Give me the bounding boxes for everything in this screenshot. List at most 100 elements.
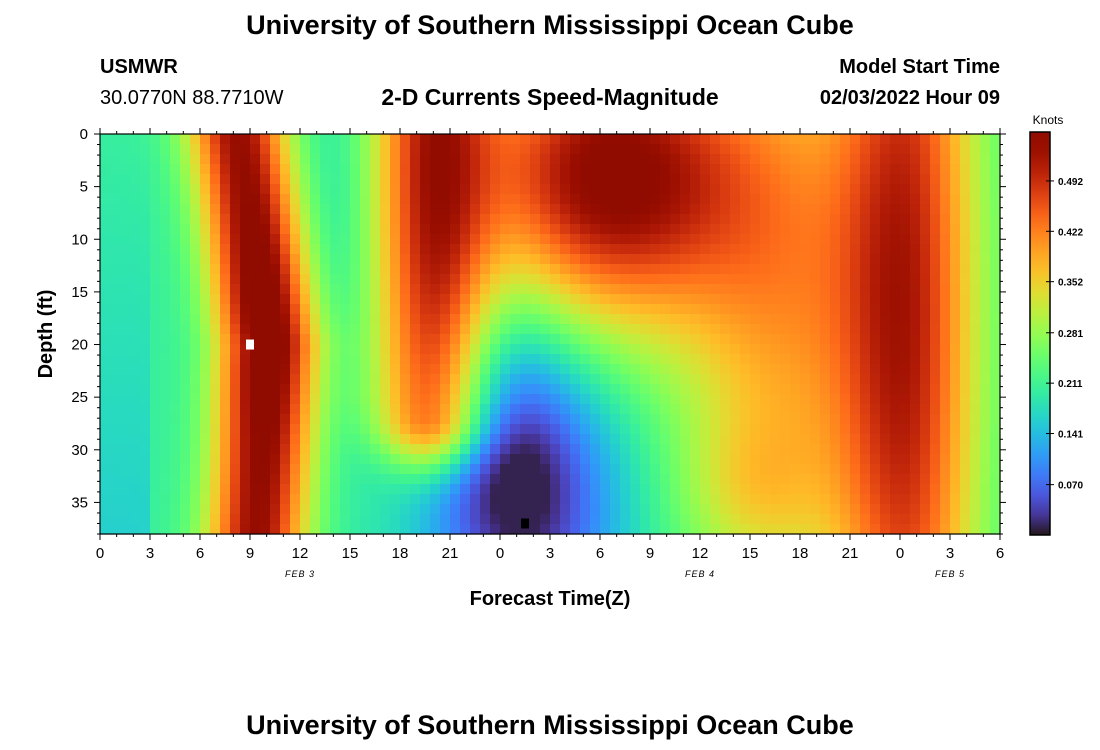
- heatmap-cell: [870, 454, 881, 465]
- heatmap-cell: [980, 304, 991, 315]
- heatmap-cell: [170, 514, 181, 525]
- heatmap-cell: [750, 224, 761, 235]
- heatmap-cell: [850, 174, 861, 185]
- heatmap-cell: [830, 444, 841, 455]
- heatmap-cell: [230, 344, 241, 355]
- heatmap-cell: [860, 324, 871, 335]
- heatmap-cell: [970, 224, 981, 235]
- heatmap-cell: [120, 484, 131, 495]
- heatmap-cell: [590, 474, 601, 485]
- heatmap-cell: [770, 344, 781, 355]
- heatmap-cell: [590, 454, 601, 465]
- heatmap-cell: [910, 294, 921, 305]
- heatmap-cell: [100, 244, 111, 255]
- heatmap-cell: [550, 304, 561, 315]
- heatmap-cell: [320, 374, 331, 385]
- heatmap-cell: [330, 194, 341, 205]
- heatmap-cell: [260, 294, 271, 305]
- heatmap-cell: [450, 334, 461, 345]
- heatmap-cell: [560, 384, 571, 395]
- heatmap-cell: [380, 494, 391, 505]
- heatmap-cell: [860, 134, 871, 145]
- x-tick-label: 21: [442, 545, 459, 562]
- heatmap-cell: [340, 504, 351, 515]
- heatmap-cell: [640, 524, 651, 535]
- heatmap-cell: [830, 394, 841, 405]
- heatmap-cell: [220, 504, 231, 515]
- heatmap-cell: [610, 234, 621, 245]
- heatmap-cell: [790, 134, 801, 145]
- heatmap-cell: [910, 344, 921, 355]
- heatmap-cell: [640, 194, 651, 205]
- heatmap-cell: [400, 204, 411, 215]
- heatmap-cell: [470, 164, 481, 175]
- heatmap-cell: [370, 474, 381, 485]
- heatmap-cell: [180, 504, 191, 515]
- heatmap-cell: [640, 414, 651, 425]
- heatmap-cell: [620, 194, 631, 205]
- heatmap-cell: [210, 244, 221, 255]
- heatmap-cell: [200, 144, 211, 155]
- heatmap-cell: [970, 354, 981, 365]
- heatmap-cell: [750, 434, 761, 445]
- heatmap-cell: [380, 384, 391, 395]
- heatmap-cell: [940, 214, 951, 225]
- heatmap-cell: [330, 474, 341, 485]
- heatmap-cell: [910, 324, 921, 335]
- heatmap-cell: [520, 204, 531, 215]
- heatmap-cell: [930, 224, 941, 235]
- heatmap-cell: [880, 414, 891, 425]
- heatmap-cell: [220, 244, 231, 255]
- heatmap-cell: [800, 484, 811, 495]
- heatmap-cell: [530, 424, 541, 435]
- heatmap-cell: [230, 334, 241, 345]
- heatmap-cell: [430, 304, 441, 315]
- heatmap-cell: [790, 224, 801, 235]
- heatmap-cell: [630, 214, 641, 225]
- heatmap-cell: [190, 194, 201, 205]
- heatmap-cell: [900, 384, 911, 395]
- heatmap-cell: [660, 254, 671, 265]
- heatmap-cell: [110, 204, 121, 215]
- heatmap-cell: [780, 434, 791, 445]
- heatmap-cell: [100, 314, 111, 325]
- heatmap-cell: [380, 134, 391, 145]
- heatmap-cell: [190, 484, 201, 495]
- heatmap-cell: [940, 504, 951, 515]
- heatmap-cell: [660, 324, 671, 335]
- heatmap-cell: [150, 334, 161, 345]
- heatmap-cell: [960, 204, 971, 215]
- heatmap-cell: [560, 164, 571, 175]
- heatmap-cell: [720, 374, 731, 385]
- date-label: FEB 5: [935, 569, 965, 579]
- heatmap-cell: [210, 314, 221, 325]
- heatmap-cell: [650, 244, 661, 255]
- y-axis-label: Depth (ft): [35, 290, 57, 379]
- heatmap-cell: [110, 494, 121, 505]
- heatmap-cell: [760, 314, 771, 325]
- heatmap-cell: [420, 464, 431, 475]
- heatmap-cell: [870, 334, 881, 345]
- heatmap-cell: [980, 184, 991, 195]
- heatmap-cell: [430, 224, 441, 235]
- heatmap-cell: [380, 144, 391, 155]
- heatmap-cell: [820, 344, 831, 355]
- heatmap-cell: [930, 344, 941, 355]
- heatmap-cell: [320, 284, 331, 295]
- heatmap-cell: [630, 184, 641, 195]
- heatmap-cell: [880, 304, 891, 315]
- heatmap-cell: [300, 174, 311, 185]
- heatmap-cell: [120, 194, 131, 205]
- heatmap-cell: [520, 424, 531, 435]
- heatmap-cell: [230, 324, 241, 335]
- heatmap-cell: [420, 294, 431, 305]
- heatmap-cell: [120, 524, 131, 535]
- heatmap-cell: [210, 234, 221, 245]
- heatmap-cell: [330, 164, 341, 175]
- heatmap-cell: [310, 254, 321, 265]
- heatmap-cell: [680, 384, 691, 395]
- heatmap-cell: [770, 174, 781, 185]
- heatmap-cell: [460, 294, 471, 305]
- heatmap-cell: [430, 364, 441, 375]
- heatmap-cell: [170, 264, 181, 275]
